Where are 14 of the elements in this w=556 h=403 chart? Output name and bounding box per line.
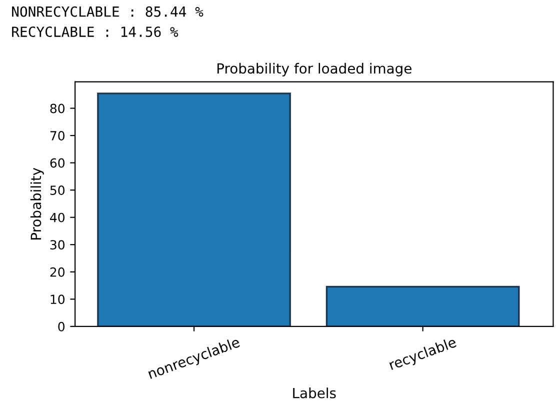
y-axis-title: Probability	[30, 168, 44, 240]
y-tick-label: 30	[50, 240, 65, 250]
y-tick-label: 40	[50, 212, 65, 222]
y-tick-label: 0	[58, 322, 65, 332]
y-tick-label: 20	[50, 267, 65, 277]
y-tick-label: 80	[50, 104, 65, 114]
y-tick-label: 70	[50, 131, 65, 140]
y-tick-label: 10	[50, 294, 65, 304]
x-axis-title: Labels	[293, 388, 336, 398]
y-tick-label: 50	[50, 186, 65, 195]
chart-title: Probability for loaded image	[217, 62, 412, 76]
y-tick-label: 60	[50, 158, 65, 168]
text: RECYCLABLE : 14.56 %	[12, 26, 178, 38]
text: NONRECYCLABLE : 85.44 %	[12, 6, 204, 17]
